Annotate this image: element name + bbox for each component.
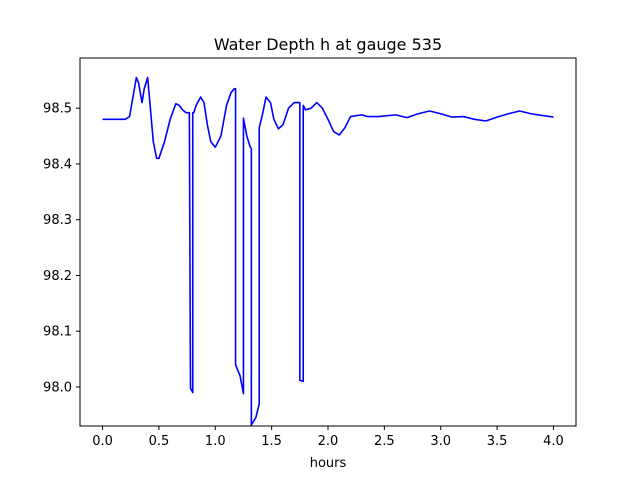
plot-layer bbox=[102, 76, 554, 426]
y-tick-label: 98.1 bbox=[43, 325, 72, 340]
x-axis: 0.0 0.5 1.0 1.5 2.0 2.5 3.0 3.5 4.0 bbox=[92, 426, 564, 449]
y-tick-label: 98.5 bbox=[43, 102, 72, 117]
x-tick-label: 1.5 bbox=[261, 434, 282, 449]
chart-title: Water Depth h at gauge 535 bbox=[214, 35, 442, 54]
y-tick-label: 98.4 bbox=[43, 157, 72, 172]
x-tick-label: 3.0 bbox=[430, 434, 451, 449]
x-tick-label: 0.5 bbox=[149, 434, 170, 449]
x-axis-label: hours bbox=[310, 456, 347, 471]
series-line-0 bbox=[102, 76, 554, 426]
y-axis: 98.0 98.1 98.2 98.3 98.4 98.5 bbox=[43, 102, 80, 395]
x-tick-label: 4.0 bbox=[543, 434, 564, 449]
x-tick-label: 3.5 bbox=[487, 434, 508, 449]
x-tick-label: 2.0 bbox=[318, 434, 339, 449]
x-tick-label: 1.0 bbox=[205, 434, 226, 449]
x-tick-label: 2.5 bbox=[374, 434, 395, 449]
x-tick-label: 0.0 bbox=[92, 434, 113, 449]
y-tick-label: 98.3 bbox=[43, 213, 72, 228]
y-tick-label: 98.2 bbox=[43, 269, 72, 284]
y-tick-label: 98.0 bbox=[43, 380, 72, 395]
